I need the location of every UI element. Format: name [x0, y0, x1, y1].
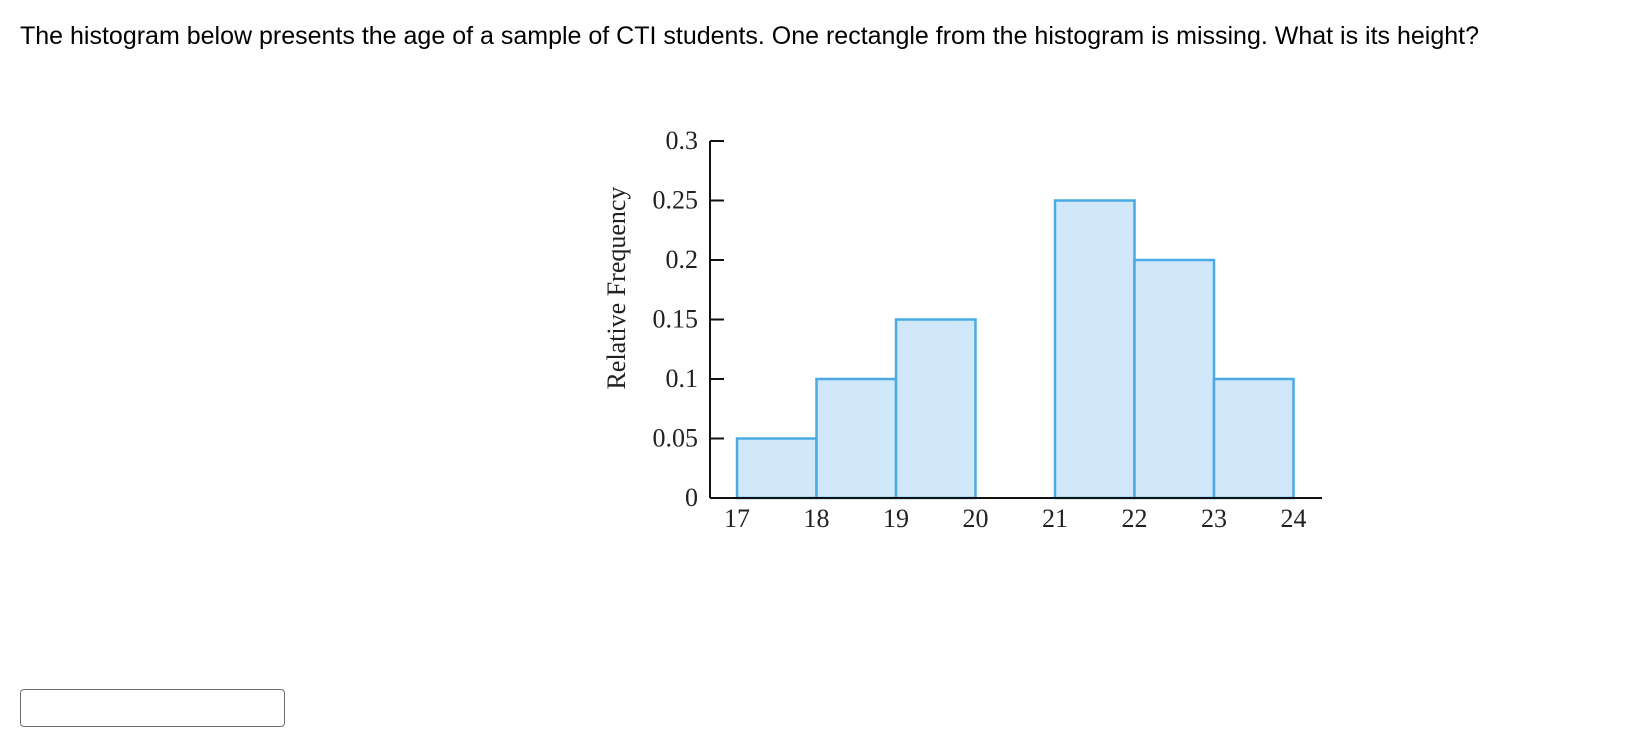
- y-tick-label: 0.2: [666, 245, 699, 274]
- y-tick-label: 0.15: [653, 305, 699, 334]
- histogram-bar: [1053, 199, 1136, 500]
- x-tick-label: 19: [883, 504, 909, 533]
- histogram-bar: [815, 377, 898, 500]
- x-tick-label: 22: [1122, 504, 1148, 533]
- y-tick-label: 0.25: [653, 186, 699, 215]
- y-tick-label: 0: [685, 483, 698, 512]
- histogram-bar: [894, 318, 977, 500]
- y-tick-label: 0.05: [653, 424, 699, 453]
- x-tick-label: 18: [804, 504, 830, 533]
- question-text: The histogram below presents the age of …: [20, 22, 1480, 50]
- y-axis-label: Relative Frequency: [602, 187, 631, 390]
- histogram-chart: Relative Frequency 0 0.05 0.1 0.15 0.2 0.25 0.…: [602, 126, 1322, 533]
- x-tick-label: 21: [1042, 504, 1068, 533]
- x-tick-label: 20: [963, 504, 989, 533]
- answer-input[interactable]: [20, 689, 285, 727]
- histogram-bar: [1133, 258, 1216, 500]
- histogram-bar: [1212, 377, 1295, 500]
- y-tick-label: 0.3: [666, 126, 699, 155]
- x-tick-label: 23: [1201, 504, 1227, 533]
- histogram-bar: [735, 437, 818, 500]
- x-tick-label: 17: [724, 504, 750, 533]
- x-tick-label: 24: [1281, 504, 1307, 533]
- y-tick-label: 0.1: [666, 364, 699, 393]
